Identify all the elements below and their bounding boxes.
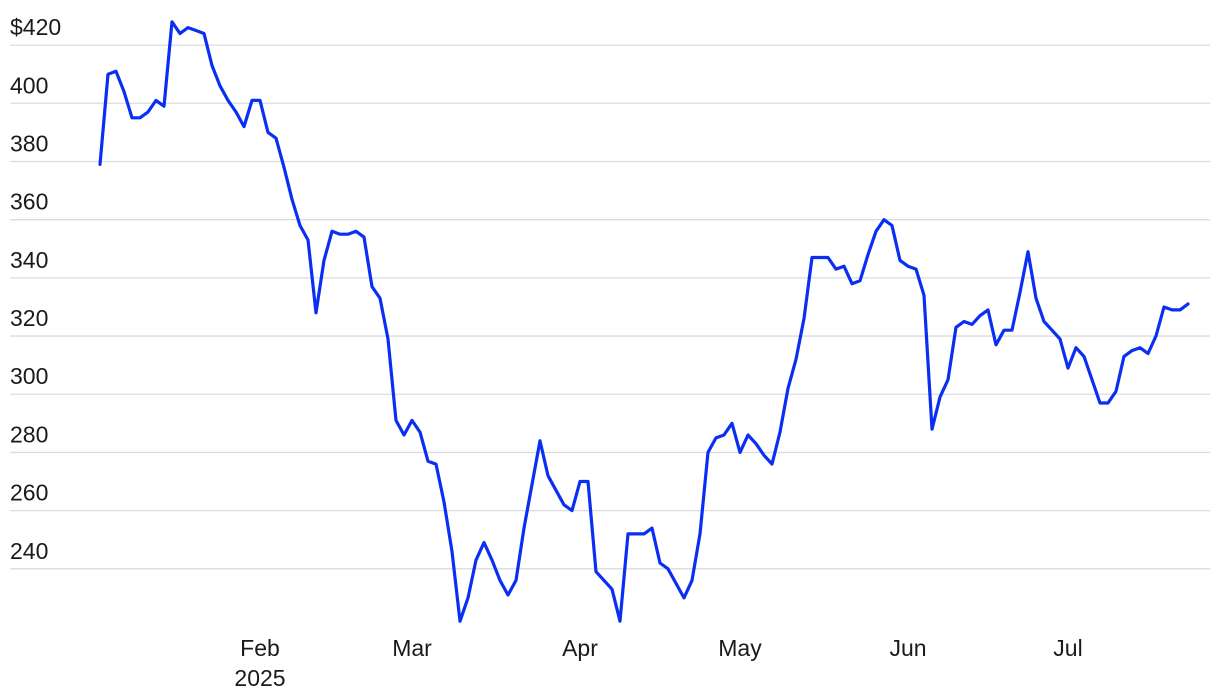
y-tick-label: 300 [10, 363, 48, 389]
x-tick-label: Jul [1053, 635, 1082, 661]
y-tick-label: 400 [10, 72, 48, 98]
x-tick-label: May [718, 635, 762, 661]
y-tick-label: 340 [10, 247, 48, 273]
y-tick-label: 280 [10, 421, 48, 447]
y-tick-label: $420 [10, 14, 61, 40]
y-tick-label: 240 [10, 538, 48, 564]
x-tick-label: Feb 2025 [234, 635, 285, 691]
y-tick-label: 260 [10, 480, 48, 506]
x-tick-label: Mar [392, 635, 432, 661]
y-tick-label: 360 [10, 189, 48, 215]
x-tick-label: Jun [889, 635, 926, 661]
x-tick-label: Apr [562, 635, 598, 661]
y-tick-label: 380 [10, 130, 48, 156]
price-line [98, 20, 1190, 623]
y-tick-label: 320 [10, 305, 48, 331]
